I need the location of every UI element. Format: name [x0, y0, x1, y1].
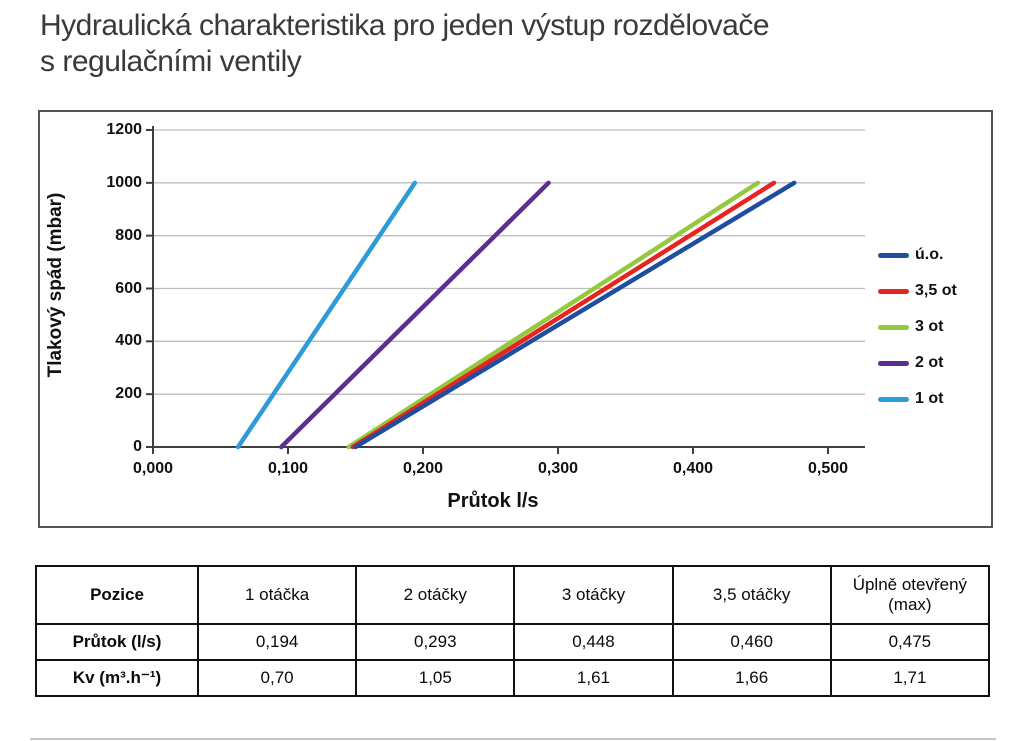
y-tick-label: 1000: [106, 173, 142, 191]
table-cell: 0,70: [196, 659, 358, 697]
legend-swatch-icon: [878, 288, 909, 294]
table-cell: 0,448: [513, 623, 674, 661]
legend-label: 3 ot: [915, 318, 944, 335]
legend-item: 3 ot: [878, 316, 943, 338]
table-cell: 0,475: [829, 623, 991, 661]
y-axis-title: Tlakový spád (mbar): [45, 192, 66, 378]
series-line-ú.o.: [353, 180, 797, 450]
x-tick-label: 0,500: [807, 460, 849, 477]
table-header-cell: 1 otáčka: [196, 565, 358, 625]
x-tick-label: 0,000: [132, 460, 174, 477]
legend-label: 3,5 ot: [915, 282, 957, 299]
y-tick-label: 800: [115, 226, 142, 244]
table-row: Kv (m³.h⁻¹) 0,70 1,05 1,61 1,66 1,71: [35, 659, 991, 697]
page-title-line2: s regulačními ventily: [40, 45, 302, 78]
series-line-2 ot: [279, 180, 551, 450]
legend-item: ú.o.: [878, 244, 943, 266]
series-line-3,5 ot: [350, 180, 777, 450]
legend-swatch-icon: [878, 360, 909, 366]
x-tick-label: 0,400: [672, 460, 714, 477]
results-table-wrap: Pozice 1 otáčka 2 otáčky 3 otáčky 3,5 otáčky…: [35, 565, 991, 697]
legend-item: 2 ot: [878, 352, 943, 374]
chart-area: 0 200 400 600 800 1000 1200 0,000 0,100 0,200 0,3…: [38, 110, 993, 528]
y-tick-label: 200: [115, 385, 142, 403]
table-header-cell: Pozice: [35, 565, 199, 625]
legend-item: 1 ot: [878, 388, 943, 410]
legend-label: 2 ot: [915, 354, 944, 371]
table-cell: 0,460: [671, 623, 832, 661]
page-bottom-rule: [30, 738, 996, 740]
series-line-3 ot: [346, 180, 761, 450]
page-title-line1: Hydraulická charakteristika pro jeden vý…: [40, 9, 770, 42]
chart-plot: [146, 126, 865, 454]
x-tick-label: 0,300: [537, 460, 579, 477]
y-tick-label: 1200: [106, 121, 142, 138]
table-header-cell: 3 otáčky: [513, 565, 674, 625]
legend-item: 3,5 ot: [878, 280, 957, 302]
x-tick-label: 0,200: [402, 460, 444, 477]
series-line-1 ot: [235, 180, 418, 450]
table-cell: 0,194: [196, 623, 358, 661]
table-header-cell: 3,5 otáčky: [671, 565, 832, 625]
table-row-label: Kv (m³.h⁻¹): [35, 659, 199, 697]
table-cell: 1,66: [671, 659, 832, 697]
chart-legend: ú.o. 3,5 ot 3 ot 2 ot 1 ot: [878, 112, 993, 526]
legend-swatch-icon: [878, 252, 909, 258]
page-title: Hydraulická charakteristika pro jeden vý…: [40, 8, 980, 80]
table-header-cell: Úplně otevřený (max): [829, 565, 991, 625]
y-tick-label: 0: [133, 438, 142, 455]
table-row-label: Průtok (l/s): [35, 623, 199, 661]
y-tick-label: 400: [115, 332, 142, 350]
table-cell: 1,05: [355, 659, 516, 697]
y-tick-label: 600: [115, 279, 142, 297]
table-cell: 0,293: [355, 623, 516, 661]
table-row: Průtok (l/s) 0,194 0,293 0,448 0,460 0,475: [35, 623, 991, 661]
legend-label: 1 ot: [915, 390, 944, 407]
x-tick-label: 0,100: [267, 460, 309, 477]
results-table: Pozice 1 otáčka 2 otáčky 3 otáčky 3,5 otáčky…: [35, 565, 991, 697]
table-header-cell: 2 otáčky: [355, 565, 516, 625]
table-cell: 1,61: [513, 659, 674, 697]
legend-swatch-icon: [878, 324, 909, 330]
x-axis-title: Průtok l/s: [447, 490, 539, 512]
table-header-row: Pozice 1 otáčka 2 otáčky 3 otáčky 3,5 otáčky…: [35, 565, 991, 625]
legend-swatch-icon: [878, 396, 909, 402]
table-cell: 1,71: [829, 659, 991, 697]
legend-label: ú.o.: [915, 246, 944, 263]
